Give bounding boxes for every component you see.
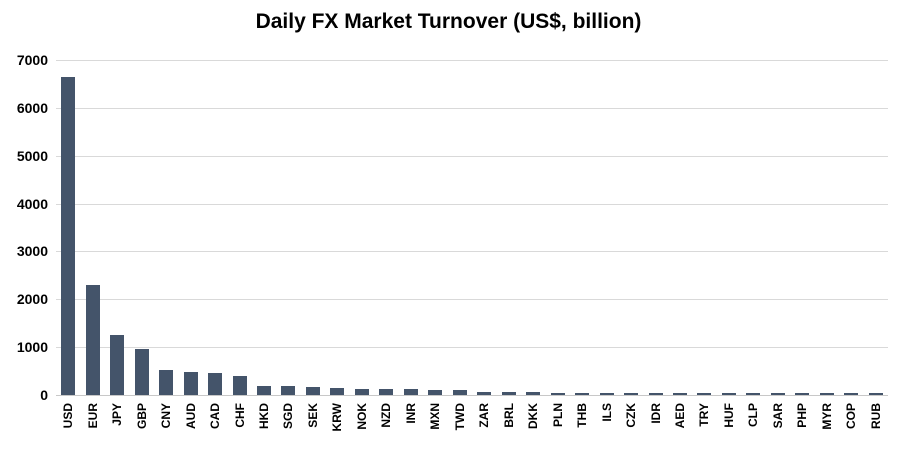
x-axis-category-label: EUR [85, 403, 100, 429]
bar-mxn [428, 389, 443, 395]
x-axis-category-label: THB [575, 403, 590, 428]
bar-aed [673, 393, 687, 395]
bar-jpy [110, 335, 125, 395]
bar-try [697, 393, 712, 395]
x-axis-category-label: SAR [770, 403, 785, 429]
y-axis-tick-label: 1000 [16, 339, 48, 356]
x-axis-category-label: HUF [721, 403, 736, 428]
bar-zar [477, 391, 492, 395]
x-axis-category-label: ILS [599, 403, 614, 422]
bar-usd [61, 77, 76, 395]
x-axis-category-label: IDR [648, 403, 663, 424]
bar-eur [85, 285, 100, 395]
bar-sgd [281, 386, 296, 395]
gridline [56, 60, 888, 61]
y-axis-tick-label: 6000 [16, 99, 48, 116]
x-axis-category-label: CLP [746, 403, 761, 427]
gridline [56, 347, 888, 349]
x-axis-category-label: TRY [697, 403, 712, 427]
x-axis-category-label: PHP [795, 403, 810, 428]
x-axis-category-label: MXN [428, 403, 443, 430]
y-axis-tick-label: 2000 [16, 291, 48, 308]
x-axis-category-label: CNY [159, 403, 174, 429]
x-axis-category-label: BRL [501, 403, 516, 428]
x-axis-category-label: SEK [305, 403, 320, 428]
x-axis-category-label: CAD [208, 403, 223, 429]
x-axis-category-label: NOK [354, 403, 369, 430]
bar-hkd [257, 385, 271, 395]
gridline [56, 299, 888, 301]
bar-myr [819, 393, 834, 395]
bar-chf [232, 376, 247, 395]
bar-brl [501, 391, 516, 395]
x-axis-category-label: COP [844, 403, 859, 430]
x-axis-category-label: GBP [134, 403, 149, 430]
gridline [56, 251, 888, 253]
y-axis-tick-label: 3000 [16, 243, 48, 260]
bar-dkk [526, 392, 541, 395]
x-axis-category-label: USD [61, 403, 76, 429]
y-axis-tick-label: 4000 [16, 195, 48, 212]
x-axis-line [56, 395, 888, 396]
bar-sek [305, 386, 320, 395]
bar-aud [183, 372, 198, 395]
x-axis-category-label: AED [673, 403, 687, 429]
bar-rub [868, 393, 883, 395]
x-axis-category-label: SGD [281, 403, 296, 430]
bar-sar [770, 393, 785, 395]
bar-cny [159, 369, 174, 395]
x-axis-category-label: ZAR [477, 403, 492, 428]
bar-inr [403, 389, 418, 395]
bar-nok [354, 388, 369, 395]
x-axis-category-label: INR [403, 403, 418, 424]
x-axis-category-label: KRW [330, 403, 345, 432]
bar-idr [648, 393, 663, 395]
gridline [56, 107, 888, 109]
bar-czk [624, 393, 639, 395]
bar-ils [599, 393, 614, 395]
x-axis-category-label: CZK [624, 403, 639, 428]
x-axis-category-label: DKK [526, 403, 541, 429]
bar-php [795, 393, 810, 395]
x-axis-category-label: NZD [379, 403, 394, 428]
bar-krw [330, 388, 345, 395]
y-axis-tick-label: 0 [40, 387, 48, 403]
bar-thb [575, 392, 590, 395]
x-axis-category-label: MYR [819, 403, 834, 430]
bar-cop [844, 393, 859, 395]
bar-pln [550, 392, 565, 395]
bar-twd [452, 390, 467, 395]
bar-nzd [379, 389, 394, 395]
y-axis-tick-label: 5000 [16, 147, 48, 164]
x-axis-category-label: AUD [183, 403, 198, 429]
gridline [56, 203, 888, 205]
y-axis-tick-label: 7000 [16, 52, 48, 68]
x-axis-category-label: RUB [868, 403, 883, 429]
bar-huf [721, 393, 736, 395]
x-axis-category-label: CHF [232, 403, 247, 428]
x-axis-category-label: PLN [550, 403, 565, 427]
x-axis-category-label: HKD [257, 403, 271, 429]
chart-title: Daily FX Market Turnover (US$, billion) [255, 10, 642, 33]
bar-gbp [134, 348, 149, 395]
bar-clp [746, 393, 761, 395]
bar-cad [208, 372, 223, 395]
x-axis-category-label: JPY [110, 403, 125, 426]
gridline [56, 155, 888, 157]
x-axis-category-label: TWD [452, 403, 467, 431]
